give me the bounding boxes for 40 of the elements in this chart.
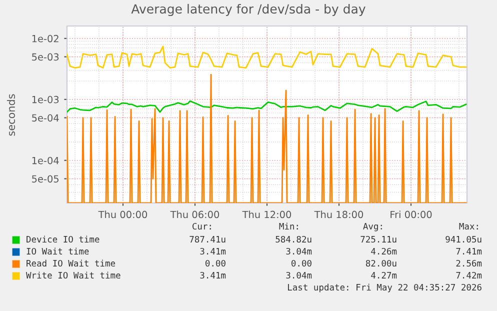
text: 3.04m — [286, 248, 312, 255]
y-tick-label: 5e-03 — [32, 53, 59, 61]
text: 2.56m — [456, 260, 482, 267]
text: 725.11u — [360, 236, 396, 243]
y-tick-label: 1e-03 — [32, 96, 59, 104]
legend-label: IO Wait time — [26, 248, 89, 255]
text: Avg: — [363, 223, 382, 232]
legend-label: Write IO Wait time — [26, 272, 120, 279]
text: 3.41m — [200, 272, 226, 279]
text: 941.05u — [446, 236, 482, 243]
text: 7.42m — [456, 272, 482, 278]
text: Max: — [459, 223, 478, 230]
text: 7.41m — [456, 248, 482, 254]
x-tick-label: Thu 12:00 — [242, 210, 292, 218]
line-series — [67, 100, 467, 113]
text: 3.04m — [286, 272, 312, 279]
legend-label: Read IO Wait time — [26, 260, 116, 267]
y-tick-label: 5e-05 — [32, 175, 59, 183]
x-tick-label: Thu 18:00 — [314, 210, 364, 218]
chart-title: Average latency for /dev/sda - by day — [131, 4, 366, 16]
text: Min: — [279, 222, 298, 230]
text: Cur: — [192, 222, 211, 230]
text: 82.00u — [366, 260, 396, 267]
y-tick-label: 1e-02 — [32, 34, 58, 42]
legend-label: Device IO time — [26, 236, 100, 243]
text: 4.26m — [371, 248, 397, 255]
x-tick-label: Thu 06:00 — [170, 210, 220, 218]
text: 584.82u — [276, 236, 312, 243]
text: Last update: Fri May 22 04:35:27 2026 — [288, 284, 482, 292]
y-tick-label: 1e-04 — [32, 156, 59, 164]
line-series — [67, 46, 467, 68]
x-tick-label: Fri 00:00 — [390, 210, 432, 218]
text: 0.00 — [206, 260, 226, 267]
y-tick-label: 5e-04 — [32, 114, 59, 122]
text: 4.27m — [371, 272, 397, 278]
text: 0.00 — [292, 260, 312, 267]
x-tick-label: Thu 00:00 — [98, 210, 148, 218]
y-axis-title: seconds — [6, 94, 16, 136]
text: 787.41u — [190, 236, 226, 243]
text: 3.41m — [200, 248, 226, 255]
